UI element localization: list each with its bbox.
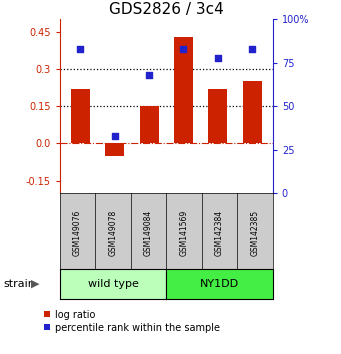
Bar: [105, 143, 124, 156]
Legend: log ratio, percentile rank within the sample: log ratio, percentile rank within the sa…: [39, 306, 223, 336]
Text: GSM149078: GSM149078: [108, 209, 117, 256]
Text: NY1DD: NY1DD: [200, 279, 239, 289]
Text: ▶: ▶: [31, 279, 40, 289]
Bar: [243, 81, 262, 143]
Text: GSM142384: GSM142384: [215, 210, 224, 256]
Bar: [139, 106, 159, 143]
Text: GSM142385: GSM142385: [251, 210, 260, 256]
Point: [146, 72, 152, 78]
Text: wild type: wild type: [88, 279, 138, 289]
Point: [250, 46, 255, 52]
Point: [215, 55, 221, 61]
Text: GSM149084: GSM149084: [144, 209, 153, 256]
Point: [77, 46, 83, 52]
Title: GDS2826 / 3c4: GDS2826 / 3c4: [109, 2, 224, 17]
Bar: [208, 89, 227, 143]
Text: strain: strain: [3, 279, 35, 289]
Bar: [174, 37, 193, 143]
Point: [181, 46, 186, 52]
Point: [112, 133, 117, 138]
Text: GSM141569: GSM141569: [179, 209, 189, 256]
Text: GSM149076: GSM149076: [73, 209, 82, 256]
Bar: [71, 89, 90, 143]
